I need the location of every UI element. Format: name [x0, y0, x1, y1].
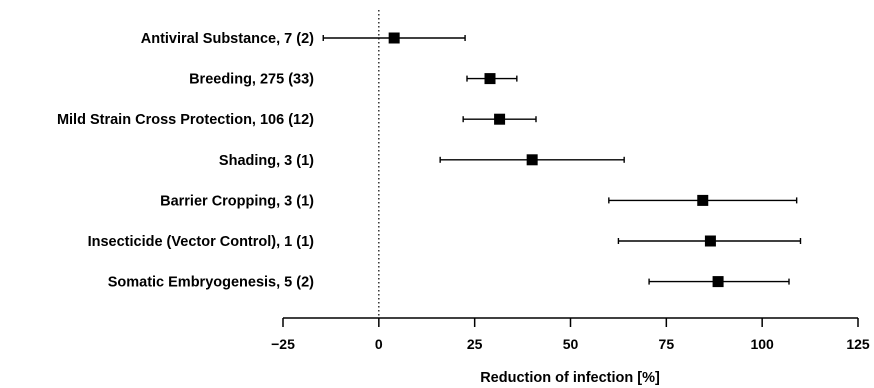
estimate-marker [697, 194, 709, 206]
estimate-marker [494, 113, 506, 125]
data-row [462, 113, 537, 125]
data-row [648, 276, 790, 288]
category-label: Mild Strain Cross Protection, 106 (12) [57, 112, 314, 128]
data-rows [322, 32, 802, 288]
category-label: Antiviral Substance, 7 (2) [141, 31, 314, 47]
category-label: Barrier Cropping, 3 (1) [160, 193, 314, 209]
category-label: Somatic Embryogenesis, 5 (2) [108, 275, 314, 291]
estimate-marker [484, 73, 496, 85]
estimate-marker [388, 32, 400, 44]
x-tick-label: 125 [846, 336, 870, 352]
category-label: Shading, 3 (1) [219, 153, 314, 169]
data-row [608, 194, 798, 206]
data-row [439, 154, 625, 166]
x-tick-label: 0 [375, 336, 383, 352]
x-tick-label: 25 [467, 336, 483, 352]
x-tick-label: 100 [750, 336, 774, 352]
data-row [322, 32, 466, 44]
estimate-marker [712, 276, 724, 288]
x-tick-label: 50 [563, 336, 579, 352]
estimate-marker [704, 235, 716, 247]
x-tick-label: 75 [659, 336, 675, 352]
data-row [617, 235, 802, 247]
category-label: Insecticide (Vector Control), 1 (1) [88, 234, 315, 250]
estimate-marker [526, 154, 538, 166]
data-row [466, 73, 518, 85]
x-axis: −25 0 25 50 75 100 125 [271, 317, 870, 352]
x-tick-label: −25 [271, 336, 295, 352]
category-label: Breeding, 275 (33) [189, 72, 314, 88]
category-labels: Antiviral Substance, 7 (2) Breeding, 275 … [57, 31, 314, 291]
x-axis-title: Reduction of infection [%] [480, 370, 660, 386]
